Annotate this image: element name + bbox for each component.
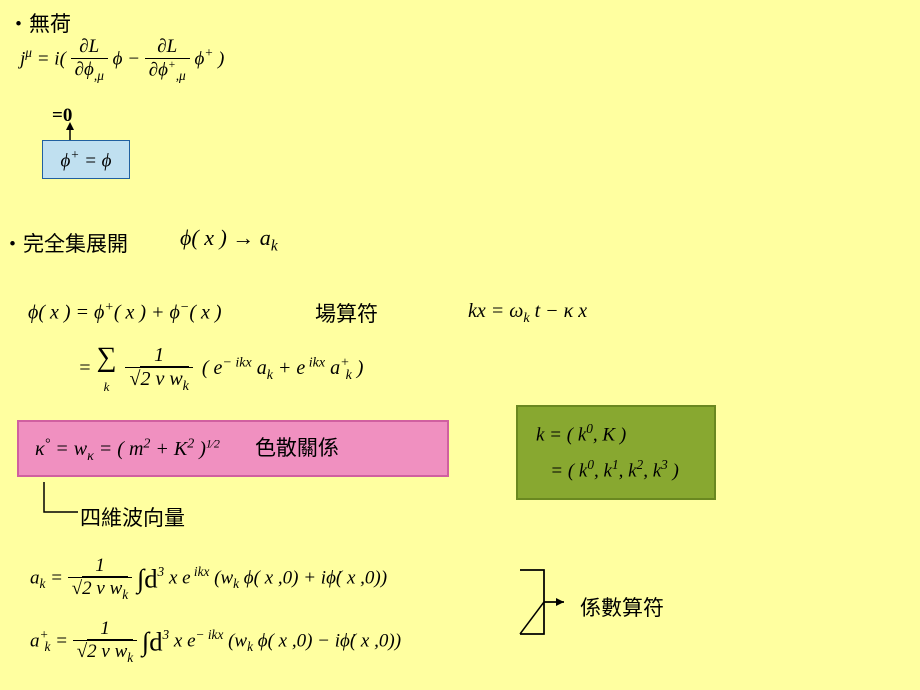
sum-eq: = (78, 357, 97, 379)
eq-expand: ϕ( x ) → ak (180, 225, 278, 255)
int2-icon: ∫d (142, 626, 163, 656)
dl: κ (35, 438, 45, 460)
akbm: ϕ( x ,0) + iϕ̇( x ,0)) (239, 567, 387, 588)
akpd: 2 v w (87, 641, 127, 662)
sb1: ( e (202, 357, 223, 379)
sb-sup1: − ikx (222, 355, 251, 370)
kx-end: t − κ x (530, 300, 588, 322)
sqrt2-icon: √ (72, 578, 82, 599)
akds: k (122, 587, 128, 602)
kv2c2: , k (619, 460, 637, 481)
eq-ak: ak = 1 √2 v wk ∫d3 x e ikx (wk ϕ( x ,0) … (30, 555, 387, 603)
heading-expansion: ・完全集展開 (2, 228, 128, 258)
int-icon: ∫d (137, 563, 158, 593)
eq-sum: = ∑ k 1 √2 v wk ( e− ikx ak + e ikx a+k … (78, 342, 363, 397)
akpn: 1 (73, 618, 137, 641)
frac1-den-sub: ,μ (94, 68, 104, 83)
de2: = ( m (94, 438, 144, 460)
label-field-op: 場算符 (315, 298, 378, 328)
ak-l: a (30, 567, 40, 588)
sqrt-icon: √ (129, 368, 140, 390)
akpbm: ϕ( x ,0) − iϕ̇( x ,0)) (253, 630, 401, 651)
int2x: x e (169, 630, 195, 651)
phi1: ϕ − (113, 48, 145, 69)
sb-m2: + e (273, 357, 305, 379)
ps-sup1: + (104, 300, 113, 315)
sum-sym: ∑ (97, 342, 117, 373)
de1: = w (50, 438, 87, 460)
label-coeff: 係數算符 (580, 592, 664, 622)
akn: 1 (68, 555, 132, 578)
close: ) (213, 48, 224, 69)
kv2s1: 1 (612, 457, 619, 472)
eq-phi-split: ϕ( x ) = ϕ+( x ) + ϕ−( x ) (28, 300, 222, 325)
de3: + K (150, 438, 187, 460)
akpb: (w (223, 630, 247, 651)
kv2c1: , k (594, 460, 612, 481)
frac1-num: ∂L (71, 36, 108, 59)
connector-coeff (520, 562, 580, 642)
kv1s: 0 (586, 421, 593, 436)
expand-body: ϕ( x ) → a (180, 225, 271, 250)
intx: x e (164, 567, 190, 588)
kv2p: = ( k (536, 460, 587, 481)
akp-e: = (50, 630, 72, 651)
phi2-sup: + (204, 45, 213, 60)
kv1: k = ( k (536, 424, 586, 445)
kv2e: ) (668, 460, 679, 481)
sum-sub: k (104, 379, 110, 394)
eq-kx: kx = ωk t − κ x (468, 300, 587, 327)
sum-num: 1 (125, 344, 192, 368)
sb-end: ) (352, 357, 364, 379)
ps1: ϕ( x ) = ϕ (28, 302, 104, 324)
box-dispersion: κ° = wκ = ( m2 + K2 )1⁄2 色散關係 (17, 420, 449, 477)
box-real-field: ϕ+ = ϕ (42, 140, 130, 179)
akd: 2 v w (82, 578, 122, 599)
akp-l: a (30, 630, 40, 651)
akpds: k (127, 650, 133, 665)
phi-box-sup: + (70, 147, 79, 162)
kv2s0: 0 (587, 457, 594, 472)
arrow-up-icon (64, 122, 76, 142)
kx1: kx = ω (468, 300, 523, 322)
label-dispersion: 色散關係 (255, 437, 339, 460)
sum-den-sub: k (183, 379, 189, 394)
eq-current: jμ = i( ∂L ∂ϕ,μ ϕ − ∂L ∂ϕ+,μ ϕ+ ) (20, 36, 224, 84)
sum-den: 2 v w (140, 368, 182, 390)
frac2-num: ∂L (145, 36, 190, 59)
label-fourvec: 四維波向量 (80, 502, 185, 532)
eq-akp: a+k = 1 √2 v wk ∫d3 x e− ikx (wk ϕ( x ,0… (30, 618, 401, 666)
box-kvector: k = ( k0, K ) = ( k0, k1, k2, k3 ) (516, 405, 716, 500)
de4s: 1⁄2 (206, 436, 220, 450)
int2-e: − ikx (196, 627, 224, 642)
ak-e: = (45, 567, 67, 588)
sb-m1: a (252, 357, 267, 379)
frac2-den: ∂ϕ (149, 59, 168, 80)
int-e1: ikx (191, 564, 210, 579)
de4: ) (194, 438, 206, 460)
de1s: κ (87, 449, 94, 464)
frac2-den-sup: + (168, 59, 176, 71)
frac1-den: ∂ϕ (75, 59, 94, 80)
sb-sup2: ikx (305, 355, 325, 370)
phi-box: ϕ (61, 150, 71, 171)
ps-end: ( x ) (189, 302, 221, 324)
eq-i: = i( (32, 48, 66, 69)
kv2s3: 3 (661, 457, 668, 472)
phi-box-eq: = ϕ (79, 150, 111, 171)
kv2c3: , k (643, 460, 661, 481)
phi2: ϕ (194, 48, 204, 69)
heading-no-charge: ・無荷 (8, 8, 71, 38)
sqrt3-icon: √ (77, 641, 87, 662)
expand-sub: k (271, 237, 278, 254)
sb-m3: a (325, 357, 340, 379)
ps-sup2: − (180, 300, 189, 315)
sup-mu: μ (25, 45, 32, 60)
akb: (w (209, 567, 233, 588)
kv1e: , K ) (593, 424, 626, 445)
frac2-den-sub: ,μ (176, 68, 186, 83)
ps-mid: ( x ) + ϕ (114, 302, 180, 324)
